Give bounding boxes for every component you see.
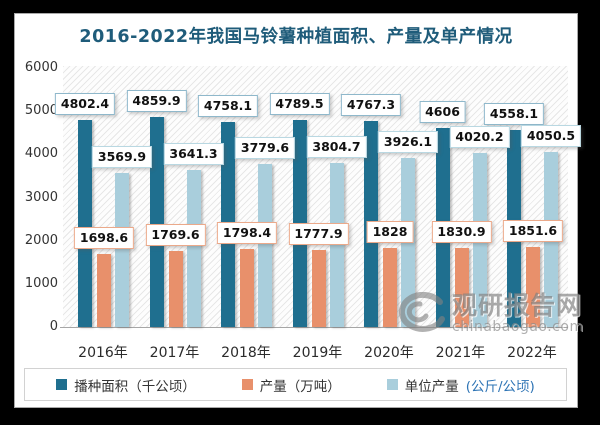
legend-marker-icon	[386, 379, 398, 390]
bar	[526, 247, 540, 327]
bar	[78, 120, 92, 327]
bar-data-label: 4758.1	[197, 95, 259, 117]
bar-data-label: 4050.5	[520, 125, 582, 147]
bar	[168, 251, 183, 327]
y-tick-label: 5000	[24, 103, 58, 119]
y-tick-label: 0	[49, 319, 58, 334]
bar-data-label: 4767.3	[340, 94, 402, 116]
bar-data-label: 4789.5	[269, 93, 330, 115]
bar	[149, 117, 164, 327]
bar	[97, 254, 111, 327]
x-axis-label: 2022年	[507, 345, 557, 361]
legend-item: 单位产量 (公斤/公顷)	[386, 375, 535, 395]
bar-data-label: 3926.1	[377, 131, 439, 153]
bar	[329, 163, 344, 327]
legend-marker-icon	[241, 379, 253, 390]
bar-data-label: 4558.1	[483, 103, 545, 125]
y-tick-label: 2000	[24, 232, 58, 248]
x-axis-label: 2016年	[78, 345, 128, 361]
x-axis-label: 2018年	[221, 345, 271, 361]
bar-data-label: 1798.4	[216, 222, 278, 244]
x-axis-label: 2020年	[364, 345, 414, 361]
legend-marker-icon	[56, 379, 68, 390]
bar	[454, 248, 469, 327]
y-tick-label: 4000	[24, 146, 58, 162]
bar	[186, 170, 201, 327]
bar-data-label: 3779.6	[234, 137, 296, 159]
legend-item: 播种面积（千公顷）	[56, 375, 196, 395]
bar-data-label: 3804.7	[306, 136, 367, 158]
legend-label: (公斤/公顷)	[465, 378, 535, 395]
y-tick-label: 6000	[24, 60, 58, 75]
x-axis-label: 2021年	[435, 345, 486, 361]
bar	[383, 248, 397, 327]
bar	[240, 249, 254, 327]
bar-data-label: 1777.9	[288, 223, 349, 245]
bar-data-label: 1828	[366, 221, 414, 243]
y-tick-label: 3000	[24, 189, 58, 205]
bar-data-label: 1851.6	[502, 220, 564, 242]
bar-data-label: 4606	[419, 101, 466, 123]
y-tick-label: 1000	[24, 275, 58, 291]
legend: 播种面积（千公顷） 产量（万吨） 单位产量 (公斤/公顷)	[24, 368, 567, 401]
x-axis-label: 2017年	[149, 345, 200, 361]
bar-data-label: 4802.4	[54, 93, 116, 115]
bar-data-label: 3641.3	[163, 143, 224, 165]
legend-item: 产量（万吨）	[241, 375, 341, 395]
x-axis-line	[60, 327, 568, 328]
bar	[258, 164, 272, 327]
x-axis-label: 2019年	[292, 345, 343, 361]
bar-data-label: 4859.9	[126, 90, 187, 112]
legend-label: 产量（万吨）	[259, 378, 341, 395]
bar-data-label: 3569.9	[91, 146, 153, 168]
legend-label: 播种面积（千公顷）	[74, 378, 196, 395]
bar-data-label: 1830.9	[431, 221, 492, 243]
bar	[115, 173, 129, 327]
bar-data-label: 1698.6	[73, 227, 135, 249]
legend-label: 单位产量	[404, 378, 459, 395]
chart-title: 2016-2022年我国马铃薯种植面积、产量及单产情况	[79, 27, 513, 47]
bar-data-label: 4020.2	[449, 126, 510, 148]
bar-data-label: 1769.6	[145, 224, 206, 246]
bar	[311, 250, 326, 327]
